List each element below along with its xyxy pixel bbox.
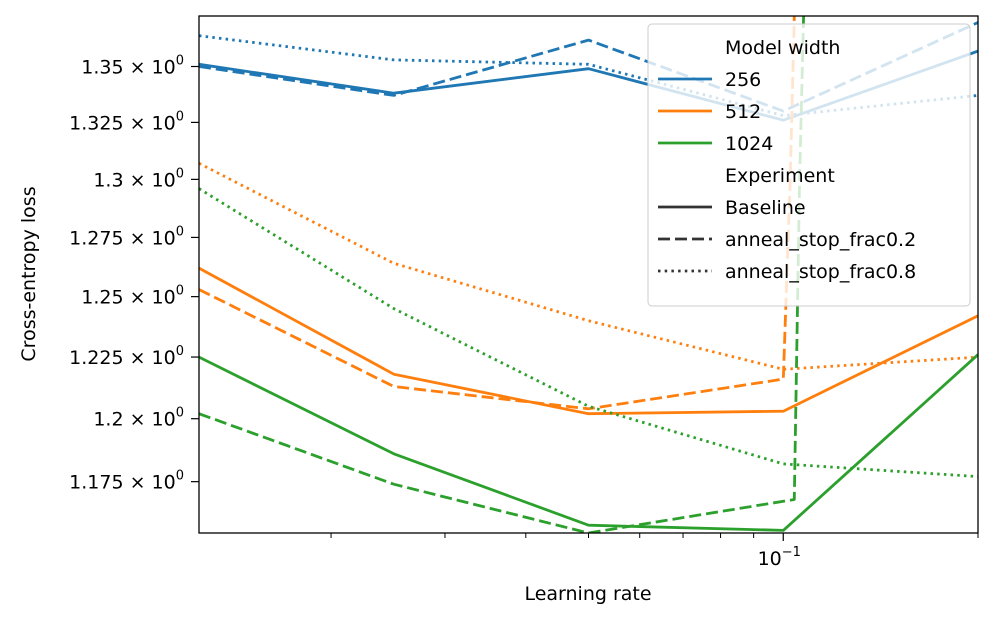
y-tick-label: 1.325 × 100 <box>69 109 184 134</box>
y-tick-label-exponent: 0 <box>176 469 184 484</box>
y-tick-label-exponent: 0 <box>176 344 184 359</box>
y-tick-label: 1.225 × 100 <box>69 344 184 369</box>
y-axis: 1.175 × 100 1.2 × 100 1.225 × 100 1.25 × 10… <box>69 54 199 494</box>
y-tick-label: 1.175 × 100 <box>69 469 184 494</box>
y-tick-label-exponent: 0 <box>176 284 184 299</box>
legend-label-width-256: 256 <box>725 69 761 91</box>
y-tick-label-exponent: 0 <box>176 166 184 181</box>
legend-label-width-1024: 1024 <box>725 133 773 155</box>
legend: Model width 256 512 1024 Experiment Baseline a… <box>647 23 971 307</box>
y-axis-label: Cross-entropy loss <box>18 186 40 361</box>
series-line-1024-baseline <box>199 353 978 532</box>
legend-label-solid: Baseline <box>725 197 806 219</box>
x-axis: 10−1 <box>330 533 979 570</box>
y-tick-label: 1.2 × 100 <box>93 406 184 431</box>
legend-title-width: Model width <box>725 37 840 59</box>
y-tick-label: 1.35 × 100 <box>81 54 184 79</box>
y-tick-label-exponent: 0 <box>176 224 184 239</box>
y-tick-label-exponent: 0 <box>176 406 184 421</box>
y-tick-label-exponent: 0 <box>176 109 184 124</box>
x-axis-label: Learning rate <box>524 583 651 605</box>
series-line-256-anneal-stop-frac0-2 <box>199 21 978 113</box>
y-tick-label: 1.3 × 100 <box>93 166 184 191</box>
y-tick-label: 1.275 × 100 <box>69 224 184 249</box>
legend-box <box>647 23 971 307</box>
legend-label-dotted: anneal_stop_frac0.8 <box>725 261 916 283</box>
y-tick-label-exponent: 0 <box>176 54 184 69</box>
x-tick-label: 10−1 <box>758 545 801 570</box>
y-tick-label: 1.25 × 100 <box>81 284 184 309</box>
legend-label-dashed: anneal_stop_frac0.2 <box>725 229 916 251</box>
legend-label-width-512: 512 <box>725 101 761 123</box>
series-line-512-baseline <box>199 266 978 416</box>
legend-title-experiment: Experiment <box>725 165 835 187</box>
x-tick-label-exponent: −1 <box>782 545 801 560</box>
